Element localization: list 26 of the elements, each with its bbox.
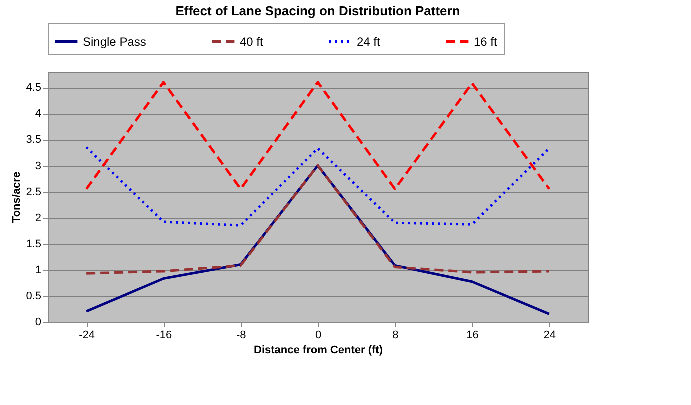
x-tick-label: -24 [79, 330, 96, 342]
legend-label: 16 ft [474, 34, 498, 49]
y-tick-label: 4.5 [26, 82, 42, 94]
x-tick-label: -8 [236, 330, 246, 342]
y-tick-label: 3 [35, 160, 42, 172]
x-tick-label: 8 [392, 330, 399, 342]
y-tick-label: 3.5 [26, 134, 42, 146]
y-tick-label: 1 [35, 264, 42, 276]
x-tick-label: 24 [544, 330, 556, 342]
legend-label: Single Pass [83, 34, 146, 49]
x-tick-label: 16 [466, 330, 479, 342]
line-series [85, 146, 551, 227]
legend-label: 40 ft [240, 34, 264, 49]
y-tick-label: 0 [35, 316, 42, 328]
y-tick-label: 4 [35, 108, 42, 120]
y-tick-label: 0.5 [26, 290, 42, 302]
y-tick-label: 2.5 [26, 186, 42, 198]
y-axis-title: Tons/acre [11, 172, 24, 224]
y-tick-label: 1.5 [26, 238, 42, 250]
y-tick-label: 2 [35, 212, 42, 224]
x-tick-label: -16 [156, 330, 172, 342]
legend-label: 24 ft [357, 34, 382, 49]
x-tick-label: 0 [315, 330, 322, 342]
x-axis-title: Distance from Center (ft) [254, 344, 384, 356]
line-series [85, 164, 551, 275]
chart-title: Effect of Lane Spacing on Distribution Pattern [176, 4, 460, 18]
